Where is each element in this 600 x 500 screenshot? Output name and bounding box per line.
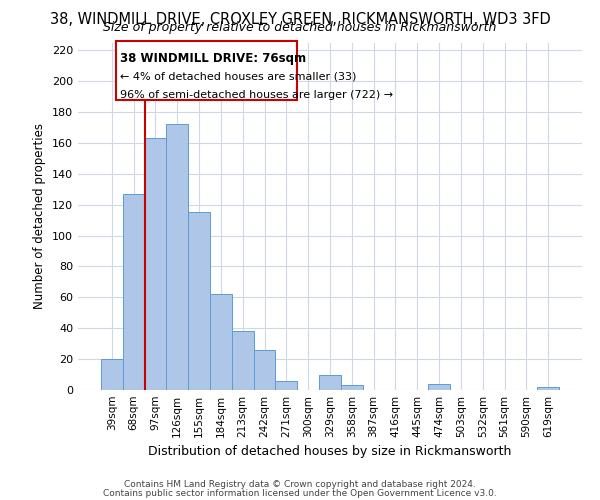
Bar — [232, 332, 254, 390]
Bar — [166, 124, 188, 390]
Bar — [537, 387, 559, 390]
Bar — [123, 194, 145, 390]
Y-axis label: Number of detached properties: Number of detached properties — [34, 123, 46, 309]
Bar — [101, 359, 123, 390]
Text: 96% of semi-detached houses are larger (722) →: 96% of semi-detached houses are larger (… — [120, 90, 393, 101]
Bar — [145, 138, 166, 390]
Text: Contains HM Land Registry data © Crown copyright and database right 2024.: Contains HM Land Registry data © Crown c… — [124, 480, 476, 489]
Text: ← 4% of detached houses are smaller (33): ← 4% of detached houses are smaller (33) — [120, 71, 356, 81]
Bar — [254, 350, 275, 390]
Bar — [275, 380, 297, 390]
Text: Size of property relative to detached houses in Rickmansworth: Size of property relative to detached ho… — [103, 22, 497, 35]
Bar — [188, 212, 210, 390]
Bar — [341, 386, 363, 390]
Bar — [210, 294, 232, 390]
Bar — [319, 374, 341, 390]
Text: Contains public sector information licensed under the Open Government Licence v3: Contains public sector information licen… — [103, 488, 497, 498]
FancyBboxPatch shape — [116, 41, 297, 100]
X-axis label: Distribution of detached houses by size in Rickmansworth: Distribution of detached houses by size … — [148, 446, 512, 458]
Text: 38 WINDMILL DRIVE: 76sqm: 38 WINDMILL DRIVE: 76sqm — [120, 52, 306, 65]
Text: 38, WINDMILL DRIVE, CROXLEY GREEN, RICKMANSWORTH, WD3 3FD: 38, WINDMILL DRIVE, CROXLEY GREEN, RICKM… — [50, 12, 550, 26]
Bar — [428, 384, 450, 390]
